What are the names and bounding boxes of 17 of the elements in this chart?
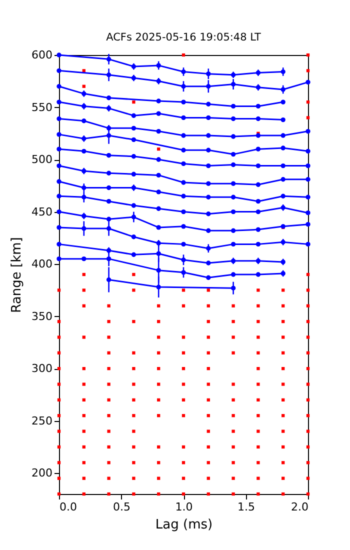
- y-tick-label: 600: [32, 48, 52, 62]
- y-tick-label: 200: [32, 466, 52, 480]
- x-tick-label: 2.0: [291, 500, 308, 514]
- y-tick-label: 550: [32, 100, 52, 114]
- chart-title: ACFs 2025-05-16 19:05:48 LT: [106, 32, 262, 44]
- x-tick-label: 1.0: [175, 500, 193, 514]
- y-tick-label: 500: [32, 153, 52, 166]
- x-tick-label: 1.5: [238, 500, 255, 514]
- y-tick-label: 250: [32, 414, 52, 428]
- y-tick-label: 450: [32, 205, 52, 218]
- x-axis-title: Lag (ms): [155, 518, 213, 532]
- x-tick-label: 0.0: [60, 500, 77, 514]
- y-tick-label: 300: [32, 362, 52, 376]
- y-axis-title: Range [km]: [10, 237, 25, 313]
- x-tick-label: 0.5: [113, 500, 130, 514]
- y-tick-label: 350: [32, 310, 52, 323]
- y-tick-label: 400: [32, 258, 52, 271]
